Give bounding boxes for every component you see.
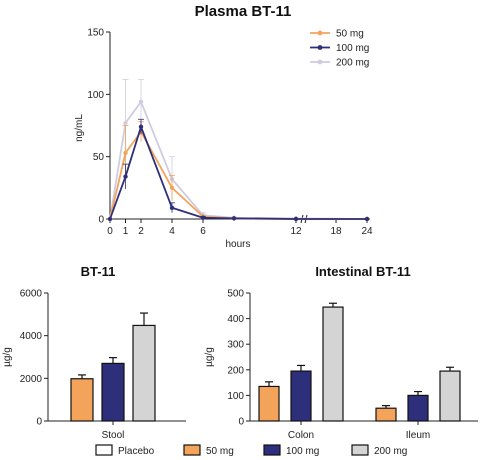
plasma-y-tick-label: 150 [87,28,104,39]
plasma-x-tick-label: 12 [290,226,302,237]
plasma-legend-marker [317,30,323,36]
bar-category-label: Colon [288,430,314,441]
plasma-data-point [293,216,299,222]
plasma-y-tick-label: 50 [93,152,105,163]
plasma-x-tick-label: 24 [361,226,373,237]
plasma-data-point [123,174,128,179]
legend-label: 50 mg [206,446,234,457]
bar-100mg [101,362,125,422]
bar-100mg [290,370,312,422]
stool-bar-chart: BT-11 0 2000 4000 6000 µg/g Stool [2,264,186,441]
plasma-x-tick-label: 4 [169,226,175,237]
plasma-data-point [123,120,128,126]
plasma-x-tick-label: 6 [200,226,206,237]
intestinal-bar-chart: Intestinal BT-11 0 100 200 300 400 500 µg/g Colo… [204,264,478,441]
bar-category-label: Stool [102,430,125,441]
legend-swatch [351,444,369,456]
plasma-chart-title: Plasma BT-11 [195,3,292,20]
bar-chart-title: Intestinal BT-11 [315,264,410,279]
bar-y-tick-label: 400 [227,314,244,325]
plasma-series-line-100mg [109,123,368,220]
bar-y-axis-label: µg/g [204,347,215,367]
bar-200mg [439,370,461,422]
plasma-data-point [169,205,175,210]
plasma-y-tick-label: 100 [87,90,104,101]
bar-y-tick-label: 200 [227,365,244,376]
bar-y-tick-label: 2000 [20,374,43,385]
plasma-legend-label: 200 mg [336,58,369,69]
legend-swatch [263,444,281,456]
plasma-data-point [123,150,128,156]
legend-label: 200 mg [374,446,407,457]
plasma-y-axis-label: ng/mL [74,114,85,142]
legend-swatch [183,444,201,456]
plasma-data-point [364,216,370,222]
bar-chart-title: BT-11 [81,264,116,279]
plasma-data-point [138,99,144,105]
legend-swatch [95,444,113,456]
plasma-x-tick-label: 2 [138,226,144,237]
bar-y-tick-label: 500 [227,289,244,300]
plasma-x-tick-label: 0 [107,226,113,237]
bar-category-label: Ileum [406,430,430,441]
plasma-data-point [231,216,237,221]
plasma-x-axis-label: hours [225,239,250,250]
bar-y-tick-label: 4000 [20,331,43,342]
plasma-legend-marker [317,45,323,50]
plasma-x-tick-label: 18 [330,226,342,237]
plasma-data-point [138,124,144,129]
plasma-data-point [200,215,206,220]
bar-y-tick-label: 6000 [20,289,43,300]
plasma-legend-label: 50 mg [336,29,364,40]
bar-200mg [132,324,156,422]
bottom-legend: Placebo 50 mg 100 mg 200 mg [95,444,407,457]
bar-50mg [70,378,94,422]
bar-y-tick-label: 100 [227,391,244,402]
bar-100mg [407,394,429,422]
plasma-legend-label: 100 mg [336,43,369,54]
plasma-data-point [107,216,113,222]
plasma-x-tick-label: 1 [123,226,129,237]
plasma-y-tick-label: 0 [98,215,104,226]
legend-label: Placebo [118,446,155,457]
bar-50mg [375,407,397,422]
plasma-legend-marker [317,59,323,65]
bar-200mg [322,306,344,422]
bar-y-axis-label: µg/g [2,347,13,367]
plasma-data-point [169,185,175,191]
legend-label: 100 mg [286,446,319,457]
plasma-series-line-200mg [109,99,368,220]
bar-50mg [258,385,280,422]
bar-y-tick-label: 0 [238,417,244,428]
bar-y-tick-label: 300 [227,340,244,351]
bar-y-tick-label: 0 [36,417,42,428]
